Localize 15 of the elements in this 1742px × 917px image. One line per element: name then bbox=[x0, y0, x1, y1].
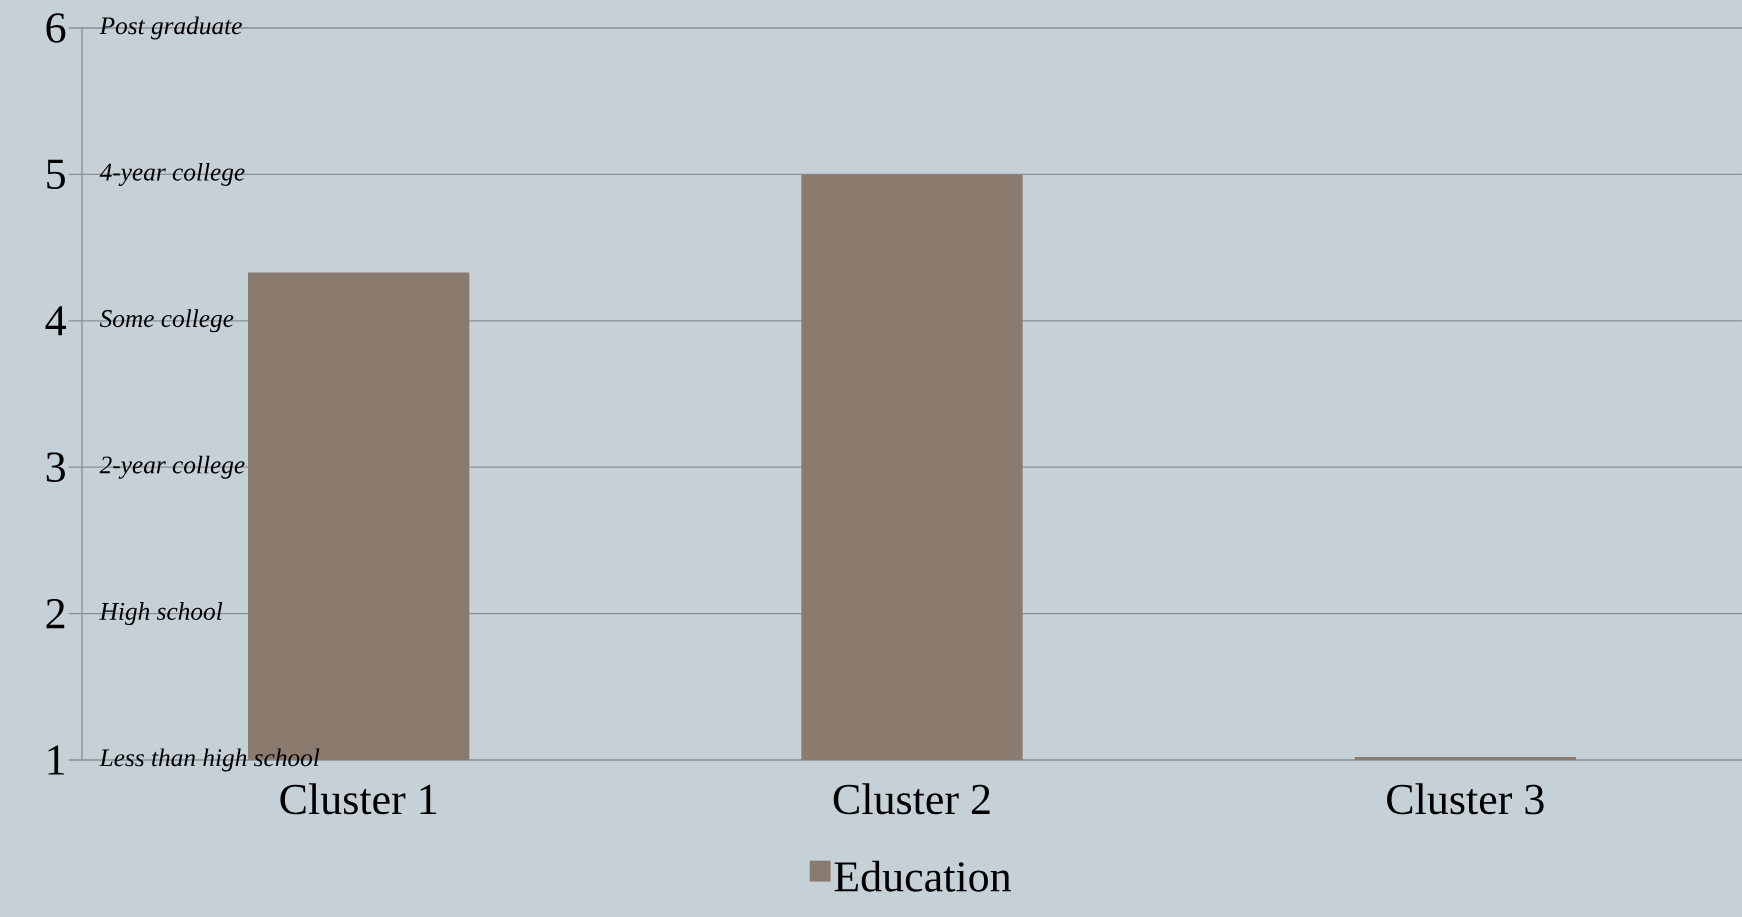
annotation: Post graduate bbox=[99, 16, 242, 40]
x-tick-label: Cluster 2 bbox=[833, 783, 990, 815]
y-tick-label: 3 bbox=[46, 452, 65, 482]
annotation: 2-year college bbox=[99, 455, 245, 479]
y-tick-label: 4 bbox=[45, 306, 66, 336]
y-tick-label: 5 bbox=[47, 159, 65, 190]
annotation: 4-year college bbox=[99, 162, 245, 186]
annotation: Some college bbox=[99, 309, 234, 333]
y-tick-label: 6 bbox=[46, 13, 66, 43]
y-tick-label: 1 bbox=[48, 745, 64, 775]
y-tick-label: 2 bbox=[46, 599, 65, 629]
legend-label: Education bbox=[834, 860, 1011, 892]
annotation: High school bbox=[99, 602, 223, 626]
x-tick-label: Cluster 1 bbox=[280, 783, 437, 815]
x-tick-label: Cluster 3 bbox=[1387, 783, 1544, 815]
